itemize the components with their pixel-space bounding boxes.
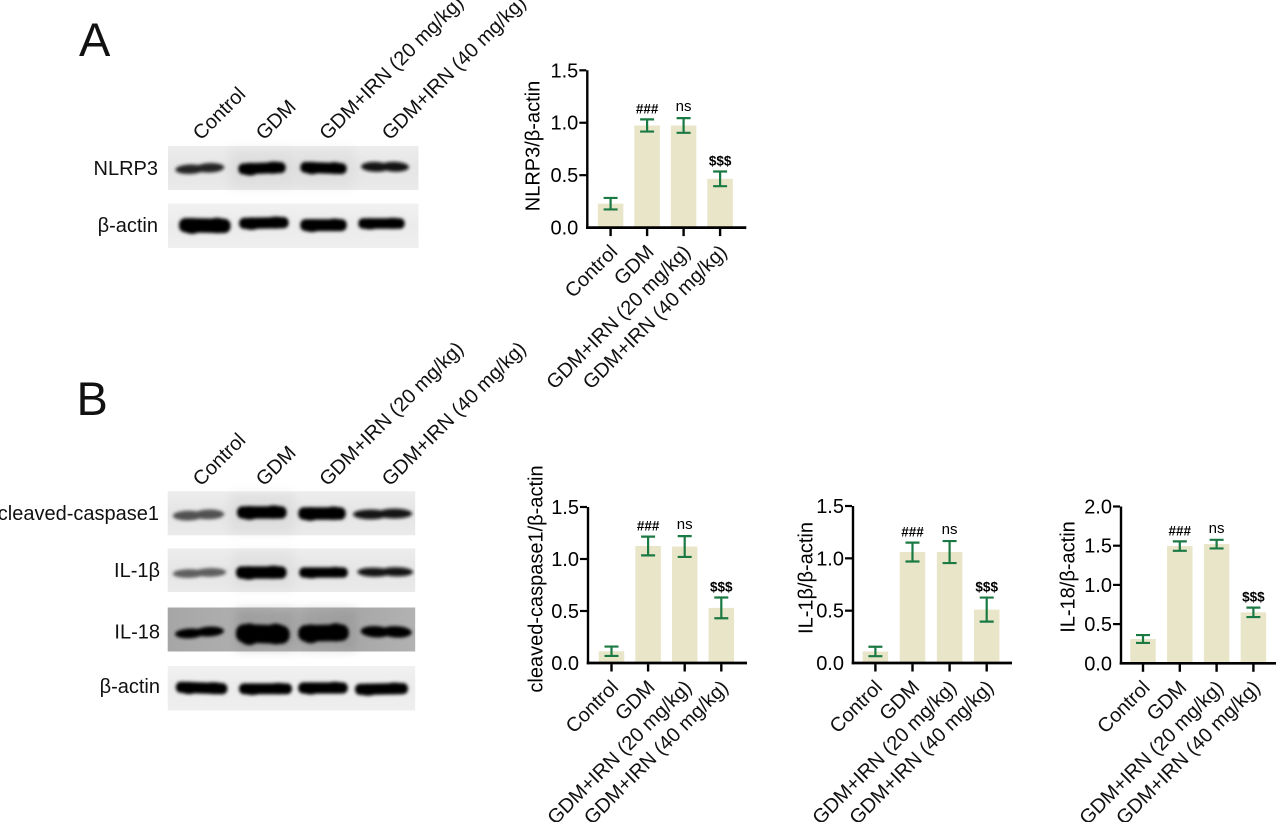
svg-text:A: A (79, 13, 111, 66)
svg-text:NLRP3/β-actin: NLRP3/β-actin (523, 81, 545, 211)
svg-text:1.0: 1.0 (816, 548, 844, 570)
svg-text:IL-18: IL-18 (114, 622, 160, 644)
svg-text:ns: ns (1209, 520, 1225, 537)
svg-text:IL-1β/β-actin: IL-1β/β-actin (795, 522, 817, 634)
svg-text:ns: ns (942, 521, 958, 538)
svg-text:0.0: 0.0 (1084, 653, 1112, 675)
svg-text:0.5: 0.5 (1084, 614, 1112, 636)
svg-text:cleaved-caspase1/β-actin: cleaved-caspase1/β-actin (526, 465, 548, 692)
svg-text:$$$: $$$ (710, 579, 733, 594)
svg-text:NLRP3: NLRP3 (94, 158, 158, 180)
svg-text:$$$: $$$ (1242, 590, 1265, 605)
svg-text:cleaved-caspase1: cleaved-caspase1 (0, 503, 159, 525)
svg-text:IL-1β: IL-1β (114, 560, 160, 582)
svg-text:1.0: 1.0 (551, 549, 579, 571)
svg-text:0.0: 0.0 (551, 653, 579, 675)
svg-text:β-actin: β-actin (98, 215, 158, 237)
svg-text:0.0: 0.0 (550, 218, 578, 240)
svg-text:###: ### (1169, 523, 1192, 538)
svg-text:IL-18/β-actin: IL-18/β-actin (1057, 521, 1079, 633)
svg-text:2.0: 2.0 (1084, 497, 1112, 519)
svg-text:Control: Control (189, 429, 250, 490)
svg-text:$$$: $$$ (709, 154, 732, 169)
svg-text:1.5: 1.5 (551, 497, 579, 519)
svg-text:β-actin: β-actin (100, 676, 160, 698)
svg-text:ns: ns (677, 516, 693, 533)
svg-text:GDM: GDM (252, 442, 301, 491)
svg-text:0.0: 0.0 (816, 653, 844, 675)
svg-text:###: ### (636, 101, 659, 116)
svg-text:ns: ns (676, 98, 692, 115)
svg-text:Control: Control (189, 83, 250, 144)
svg-text:1.5: 1.5 (550, 60, 578, 82)
svg-text:$$$: $$$ (975, 580, 998, 595)
svg-text:1.0: 1.0 (550, 113, 578, 135)
svg-text:###: ### (637, 519, 660, 534)
svg-text:0.5: 0.5 (551, 601, 579, 623)
svg-text:0.5: 0.5 (816, 601, 844, 623)
svg-text:B: B (77, 372, 108, 425)
svg-text:###: ### (901, 525, 924, 540)
svg-text:1.5: 1.5 (816, 496, 844, 518)
svg-text:GDM: GDM (252, 96, 301, 145)
svg-text:0.5: 0.5 (550, 165, 578, 187)
svg-text:1.0: 1.0 (1084, 575, 1112, 597)
svg-text:1.5: 1.5 (1084, 536, 1112, 558)
